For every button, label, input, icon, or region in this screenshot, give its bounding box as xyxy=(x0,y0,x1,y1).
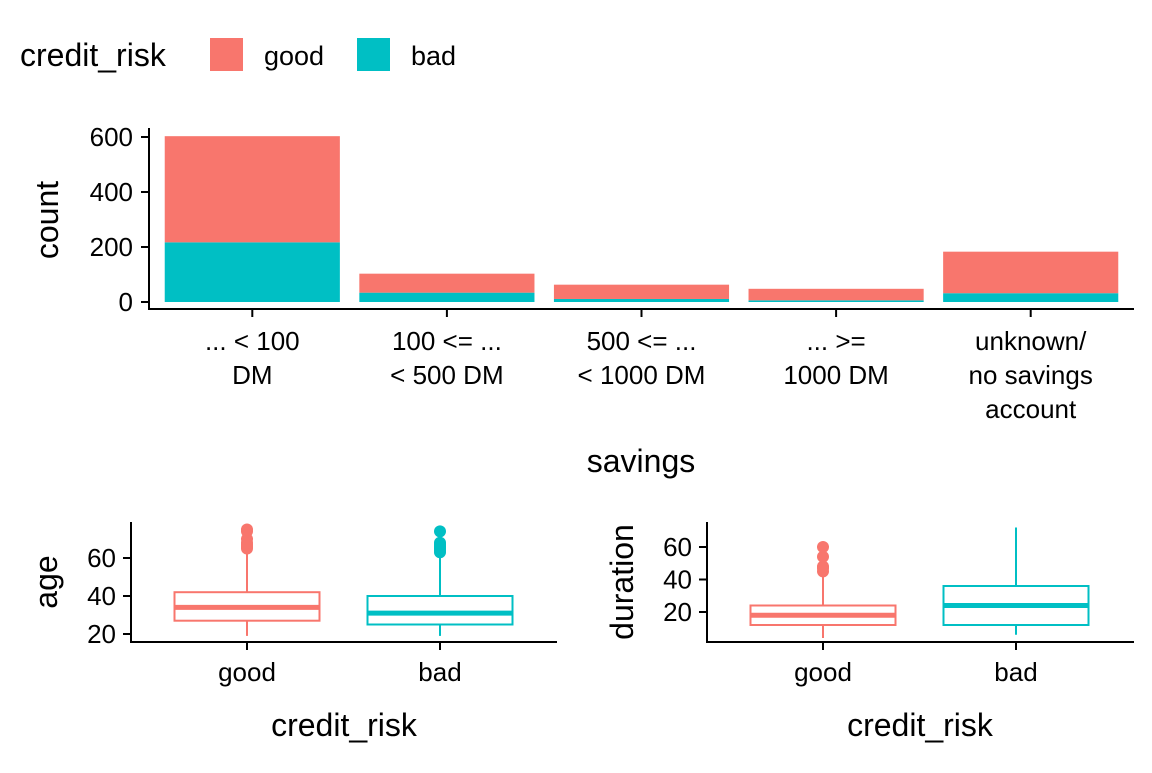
x-tick-label-4-1: no savings xyxy=(969,360,1093,390)
y-tick-label-200: 200 xyxy=(90,232,133,262)
outlier-good-6 xyxy=(241,523,253,536)
x-tick-label-good: good xyxy=(794,657,852,687)
legend-title: credit_risk xyxy=(20,37,167,73)
x-tick-label-good: good xyxy=(218,657,276,687)
x-tick-label-4-0: unknown/ xyxy=(975,326,1087,356)
legend-key-bad xyxy=(357,38,390,71)
bar-marks xyxy=(164,136,1119,302)
box-bad xyxy=(366,595,514,626)
legend-label-bad: bad xyxy=(411,41,456,71)
bar-y-axis-title: count xyxy=(29,181,65,259)
outlier-good-4 xyxy=(817,541,829,553)
outlier-good-2 xyxy=(817,560,829,573)
bar-good-1 xyxy=(359,273,535,293)
bar-bad-0 xyxy=(164,242,340,302)
age-box-marks xyxy=(173,523,514,636)
bar-bad-2 xyxy=(553,298,730,302)
age-axis-ticks: good bad 20 40 60 xyxy=(87,543,462,687)
x-tick-label-4-2: account xyxy=(985,394,1077,424)
y-tick-label-400: 400 xyxy=(90,177,133,207)
x-tick-label-2-1: < 1000 DM xyxy=(578,360,706,390)
y-tick-label-60: 60 xyxy=(87,543,116,573)
x-tick-label-2-0: 500 <= ... xyxy=(587,326,697,356)
y-tick-label-600: 600 xyxy=(90,122,133,152)
bar-bad-4 xyxy=(943,293,1119,302)
x-tick-label-1-1: < 500 DM xyxy=(390,360,503,390)
outlier-bad-5 xyxy=(434,536,446,549)
bar-good-0 xyxy=(164,136,340,243)
duration-box-marks xyxy=(749,527,1090,638)
x-tick-label-3-0: ... >= xyxy=(806,326,865,356)
age-x-axis-title: credit_risk xyxy=(271,707,418,743)
y-tick-label-40: 40 xyxy=(87,581,116,611)
y-tick-label-40: 40 xyxy=(663,565,692,595)
legend: credit_risk good bad xyxy=(20,37,456,73)
x-tick-label-0-0: ... < 100 xyxy=(205,326,300,356)
duration-y-axis-title: duration xyxy=(604,524,640,640)
x-tick-label-1-0: 100 <= ... xyxy=(392,326,502,356)
outlier-good-3 xyxy=(817,550,829,563)
bar-good-2 xyxy=(553,284,730,299)
x-tick-label-3-1: 1000 DM xyxy=(783,360,889,390)
legend-key-good xyxy=(210,38,243,71)
x-tick-label-0-1: DM xyxy=(232,360,272,390)
y-tick-label-20: 20 xyxy=(663,597,692,627)
age-y-axis-title: age xyxy=(28,555,64,608)
savings-bar-chart: ... < 100 DM 100 <= ... < 500 DM 500 <= ... <… xyxy=(29,122,1134,479)
bar-x-axis-title: savings xyxy=(587,443,696,479)
age-boxplot: good bad 20 40 60 age credit_risk xyxy=(28,522,557,743)
bar-axis-ticks: ... < 100 DM 100 <= ... < 500 DM 500 <= ... <… xyxy=(90,122,1093,424)
bar-good-4 xyxy=(943,251,1119,294)
y-tick-label-20: 20 xyxy=(87,619,116,649)
bar-bad-1 xyxy=(359,292,535,302)
y-tick-label-60: 60 xyxy=(663,532,692,562)
legend-label-good: good xyxy=(264,41,324,71)
x-tick-label-bad: bad xyxy=(418,657,461,687)
x-tick-label-bad: bad xyxy=(994,657,1037,687)
duration-x-axis-title: credit_risk xyxy=(847,707,994,743)
y-tick-label-0: 0 xyxy=(119,287,133,317)
bar-bad-3 xyxy=(748,300,924,302)
bar-good-3 xyxy=(748,288,924,301)
outlier-bad-6 xyxy=(434,525,446,538)
